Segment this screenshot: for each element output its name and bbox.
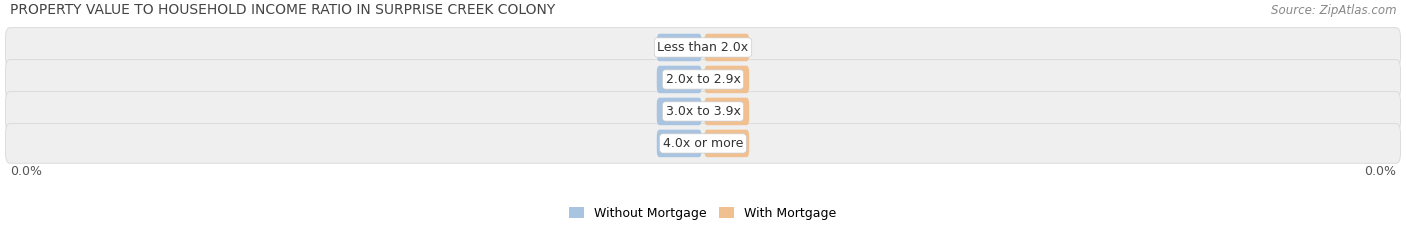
Text: 0.0%: 0.0% xyxy=(711,74,742,84)
Text: 0.0%: 0.0% xyxy=(664,43,695,52)
FancyBboxPatch shape xyxy=(704,98,749,125)
FancyBboxPatch shape xyxy=(704,130,749,157)
Text: PROPERTY VALUE TO HOUSEHOLD INCOME RATIO IN SURPRISE CREEK COLONY: PROPERTY VALUE TO HOUSEHOLD INCOME RATIO… xyxy=(10,3,555,17)
FancyBboxPatch shape xyxy=(657,34,702,61)
FancyBboxPatch shape xyxy=(657,66,702,93)
Text: 0.0%: 0.0% xyxy=(10,165,42,178)
Text: 4.0x or more: 4.0x or more xyxy=(662,137,744,150)
Text: 0.0%: 0.0% xyxy=(664,74,695,84)
FancyBboxPatch shape xyxy=(704,66,749,93)
Text: 3.0x to 3.9x: 3.0x to 3.9x xyxy=(665,105,741,118)
Text: 0.0%: 0.0% xyxy=(711,43,742,52)
FancyBboxPatch shape xyxy=(657,98,702,125)
FancyBboxPatch shape xyxy=(6,60,1400,99)
Text: 0.0%: 0.0% xyxy=(664,139,695,148)
Text: Less than 2.0x: Less than 2.0x xyxy=(658,41,748,54)
FancyBboxPatch shape xyxy=(704,34,749,61)
Text: 0.0%: 0.0% xyxy=(1364,165,1396,178)
FancyBboxPatch shape xyxy=(6,28,1400,67)
FancyBboxPatch shape xyxy=(657,130,702,157)
Text: 2.0x to 2.9x: 2.0x to 2.9x xyxy=(665,73,741,86)
Text: 0.0%: 0.0% xyxy=(711,106,742,117)
FancyBboxPatch shape xyxy=(6,91,1400,131)
Legend: Without Mortgage, With Mortgage: Without Mortgage, With Mortgage xyxy=(569,207,837,220)
Text: 0.0%: 0.0% xyxy=(664,106,695,117)
Text: Source: ZipAtlas.com: Source: ZipAtlas.com xyxy=(1271,4,1396,17)
Text: 0.0%: 0.0% xyxy=(711,139,742,148)
FancyBboxPatch shape xyxy=(6,124,1400,163)
